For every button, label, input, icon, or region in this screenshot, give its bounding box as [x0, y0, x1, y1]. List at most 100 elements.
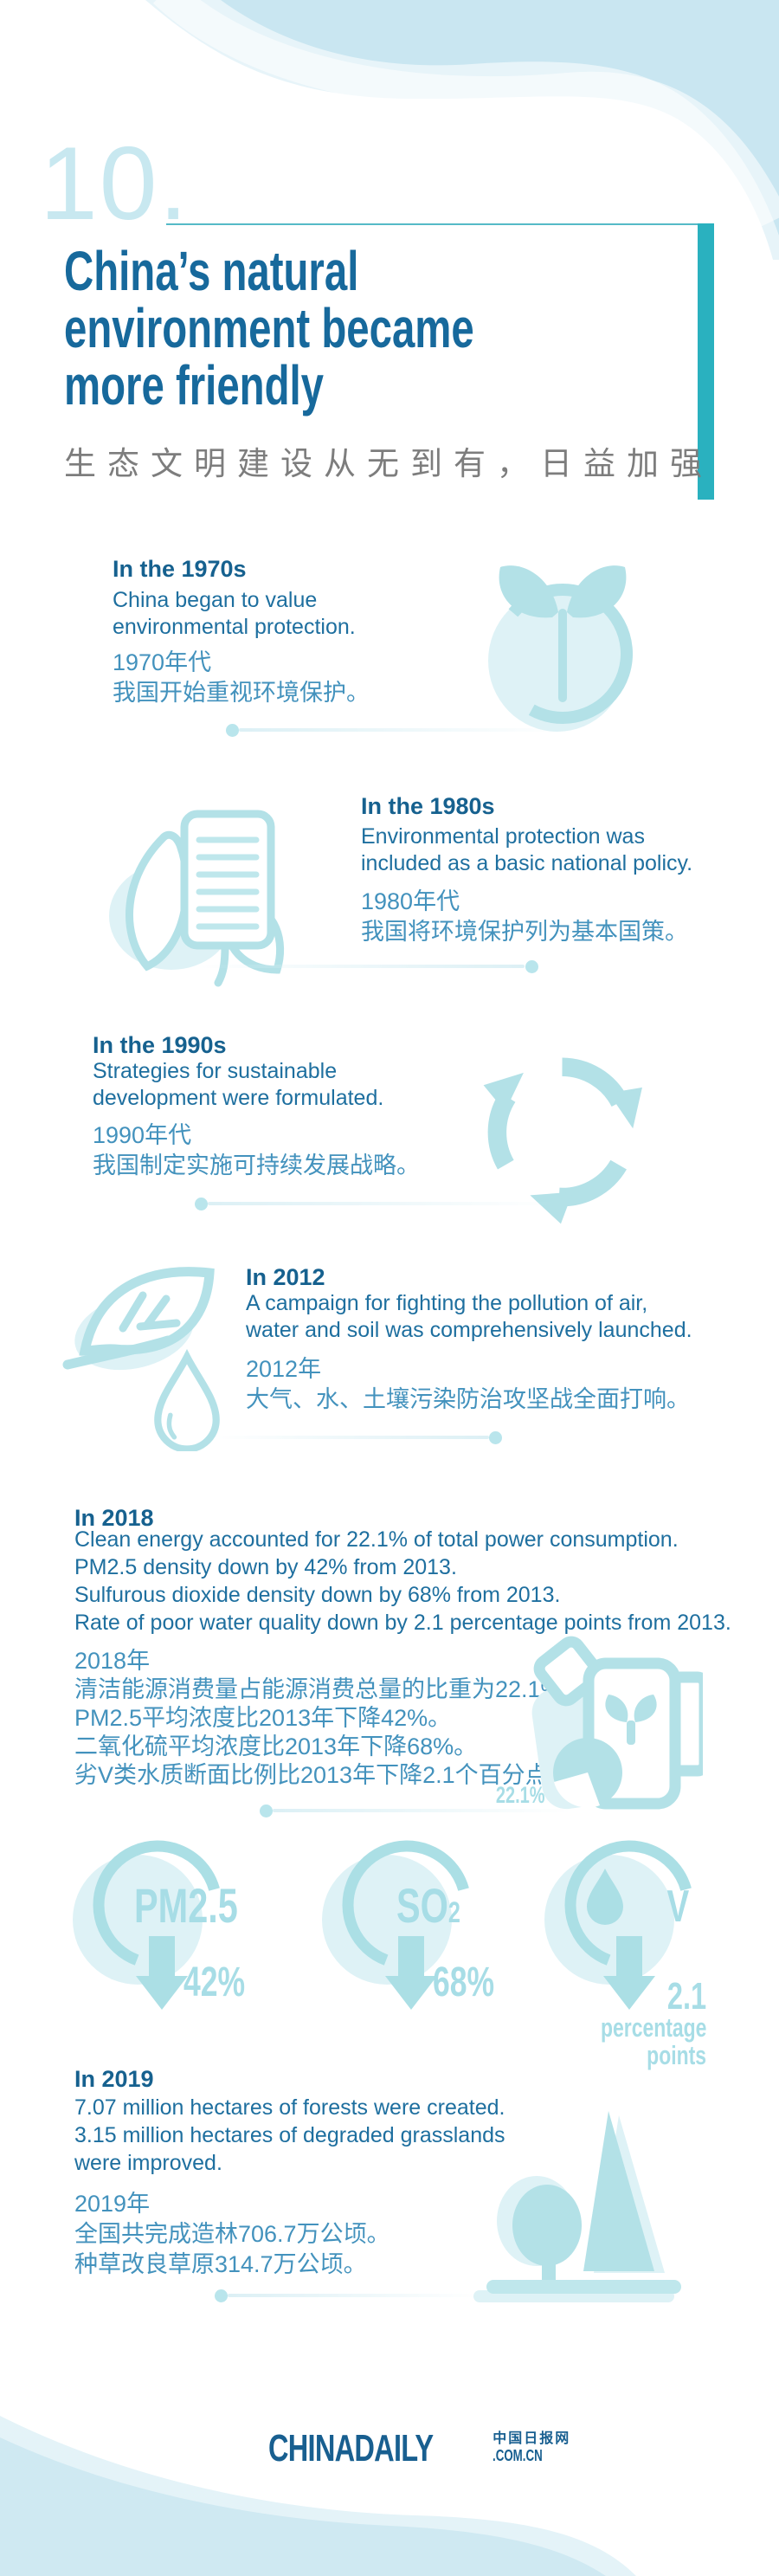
body-line: 7.07 million hectares of forests were cr…: [74, 2095, 505, 2120]
cn-line: 1980年代: [361, 888, 460, 914]
section-1970s-cn: 1970年代 我国开始重视环境保护。: [113, 648, 370, 708]
cn-line: 我国制定实施可持续发展战略。: [93, 1152, 420, 1178]
page-subtitle-cn: 生态文明建设从无到有，日益加强: [64, 446, 713, 481]
section-1970s-body: China began to value environmental prote…: [113, 587, 356, 641]
cn-line: 1970年代: [113, 649, 212, 675]
section-1980s-cn: 1980年代 我国将环境保护列为基本国策。: [361, 887, 688, 947]
section-1990s-cn: 1990年代 我国制定实施可持续发展战略。: [93, 1120, 420, 1181]
cn-line: 我国将环境保护列为基本国策。: [361, 919, 688, 945]
section-1970s-heading: In the 1970s: [113, 556, 247, 582]
top-wave: [145, 0, 779, 260]
stat-water-value: 2.1 percentage points: [600, 1975, 706, 2070]
body-line: A campaign for fighting the pollution of…: [246, 1291, 648, 1315]
body-line: Clean energy accounted for 22.1% of tota…: [74, 1527, 679, 1552]
cn-line: 2012年: [246, 1356, 322, 1382]
timeline-line: [208, 1202, 554, 1205]
cn-line: PM2.5平均浓度比2013年下降42%。: [74, 1705, 452, 1731]
water-drop-icon: [154, 1349, 220, 1451]
cn-line: 劣V类水质断面比例比2013年下降2.1个百分点。: [74, 1762, 572, 1788]
cn-line: 2018年: [74, 1648, 151, 1674]
bottom-wave-main: [0, 2437, 606, 2576]
section-2019-heading: In 2019: [74, 2066, 154, 2092]
stat-so2-label: SO2: [396, 1878, 460, 1933]
page-title: China’s natural environment became more …: [64, 242, 618, 414]
logo-domain: .COM.CN: [493, 2447, 544, 2464]
section-1990s-heading: In the 1990s: [93, 1032, 227, 1058]
section-2012-cn: 2012年 大气、水、土壤污染防治攻坚战全面打响。: [246, 1354, 690, 1415]
timeline-dot: [226, 724, 239, 737]
logo-cn: 中国日报网: [493, 2431, 571, 2446]
top-wave-ribbon: [152, 0, 779, 229]
page-title-line-3: more friendly: [64, 354, 325, 416]
section-2018-cn: 2018年 清洁能源消费量占能源消费总量的比重为22.1%。 PM2.5平均浓度…: [74, 1647, 585, 1790]
body-line: Strategies for sustainable: [93, 1059, 338, 1083]
cn-line: 二氧化硫平均浓度比2013年下降68%。: [74, 1733, 478, 1759]
timeline-line: [273, 1809, 571, 1812]
body-line: water and soil was comprehensively launc…: [246, 1318, 692, 1342]
stat-badge-clean-energy: 22.1%: [496, 1782, 545, 1808]
timeline-line: [239, 728, 568, 732]
header-rule: [166, 223, 698, 225]
section-1980s-heading: In the 1980s: [361, 793, 495, 819]
stat-pm25-value: 42%: [183, 1959, 246, 2005]
cn-line: 1990年代: [93, 1122, 192, 1148]
section-2018-body: Clean energy accounted for 22.1% of tota…: [74, 1526, 731, 1637]
body-line: Sulfurous dioxide density down by 68% fr…: [74, 1583, 561, 1607]
cn-line: 2019年: [74, 2191, 151, 2217]
stat-water-label: V: [666, 1882, 689, 1932]
body-line: PM2.5 density down by 42% from 2013.: [74, 1555, 457, 1579]
body-line: were improved.: [74, 2151, 222, 2175]
logo-side: 中国日报网 .COM.CN: [493, 2431, 570, 2464]
body-line: development were formulated.: [93, 1086, 384, 1110]
trees-icon: [473, 2111, 681, 2302]
section-2019-body: 7.07 million hectares of forests were cr…: [74, 2094, 505, 2177]
header-accent-bar: [698, 223, 714, 500]
body-line: included as a basic national policy.: [361, 851, 693, 875]
timeline-dot: [195, 1198, 208, 1211]
stat-so2-value: 68%: [433, 1959, 495, 2005]
section-2012-body: A campaign for fighting the pollution of…: [246, 1290, 692, 1344]
timeline-line: [228, 2294, 479, 2297]
section-2018-heading: In 2018: [74, 1505, 154, 1531]
body-line: Environmental protection was: [361, 824, 645, 849]
cn-line: 清洁能源消费量占能源消费总量的比重为22.1%。: [74, 1676, 585, 1702]
recycle-icon: [483, 1057, 642, 1224]
body-line: 3.15 million hectares of degraded grassl…: [74, 2123, 505, 2147]
section-2019-cn: 2019年 全国共完成造林706.7万公顷。 种草改良草原314.7万公顷。: [74, 2189, 390, 2280]
section-2012-heading: In 2012: [246, 1264, 325, 1290]
bottom-wave: [0, 2416, 636, 2576]
timeline-dot: [525, 960, 538, 973]
timeline-line: [197, 965, 525, 968]
section-1990s-body: Strategies for sustainable development w…: [93, 1058, 383, 1112]
stat-blob: [322, 1855, 452, 1985]
stat-blob: [73, 1855, 203, 1985]
chinadaily-wordmark: CHINADAILY: [268, 2427, 434, 2469]
page-title-line-1: China’s natural: [64, 240, 359, 302]
timeline-dot: [215, 2289, 228, 2302]
timeline-line: [216, 1436, 489, 1439]
document-leaf-icon: [109, 810, 285, 987]
header-number: 10.: [40, 126, 190, 242]
leaf-icon: [62, 1267, 215, 1371]
stat-ring-water: [564, 1840, 694, 1970]
cn-line: 种草改良草原314.7万公顷。: [74, 2251, 367, 2277]
body-line: China began to value: [113, 588, 318, 612]
down-arrow-icon: [603, 1936, 655, 2010]
flower-icon: [488, 565, 633, 732]
top-wave-main: [221, 0, 779, 236]
footer-logo: CHINADAILY 中国日报网 .COM.CN: [268, 2427, 570, 2469]
water-drop-small-icon: [587, 1869, 623, 1925]
stat-ring-so2: [342, 1840, 472, 1970]
cn-line: 我国开始重视环境保护。: [113, 680, 370, 706]
fuel-can-icon: [531, 1636, 703, 1810]
down-arrow-icon: [385, 1936, 437, 2010]
section-1980s-body: Environmental protection was included as…: [361, 823, 692, 877]
down-arrow-icon: [136, 1936, 188, 2010]
stat-ring-pm25: [93, 1840, 222, 1970]
cn-line: 大气、水、土壤污染防治攻坚战全面打响。: [246, 1386, 690, 1412]
cn-line: 全国共完成造林706.7万公顷。: [74, 2221, 390, 2247]
body-line: environmental protection.: [113, 615, 356, 639]
body-line: Rate of poor water quality down by 2.1 p…: [74, 1611, 731, 1635]
stat-pm25-label: PM2.5: [134, 1878, 238, 1933]
